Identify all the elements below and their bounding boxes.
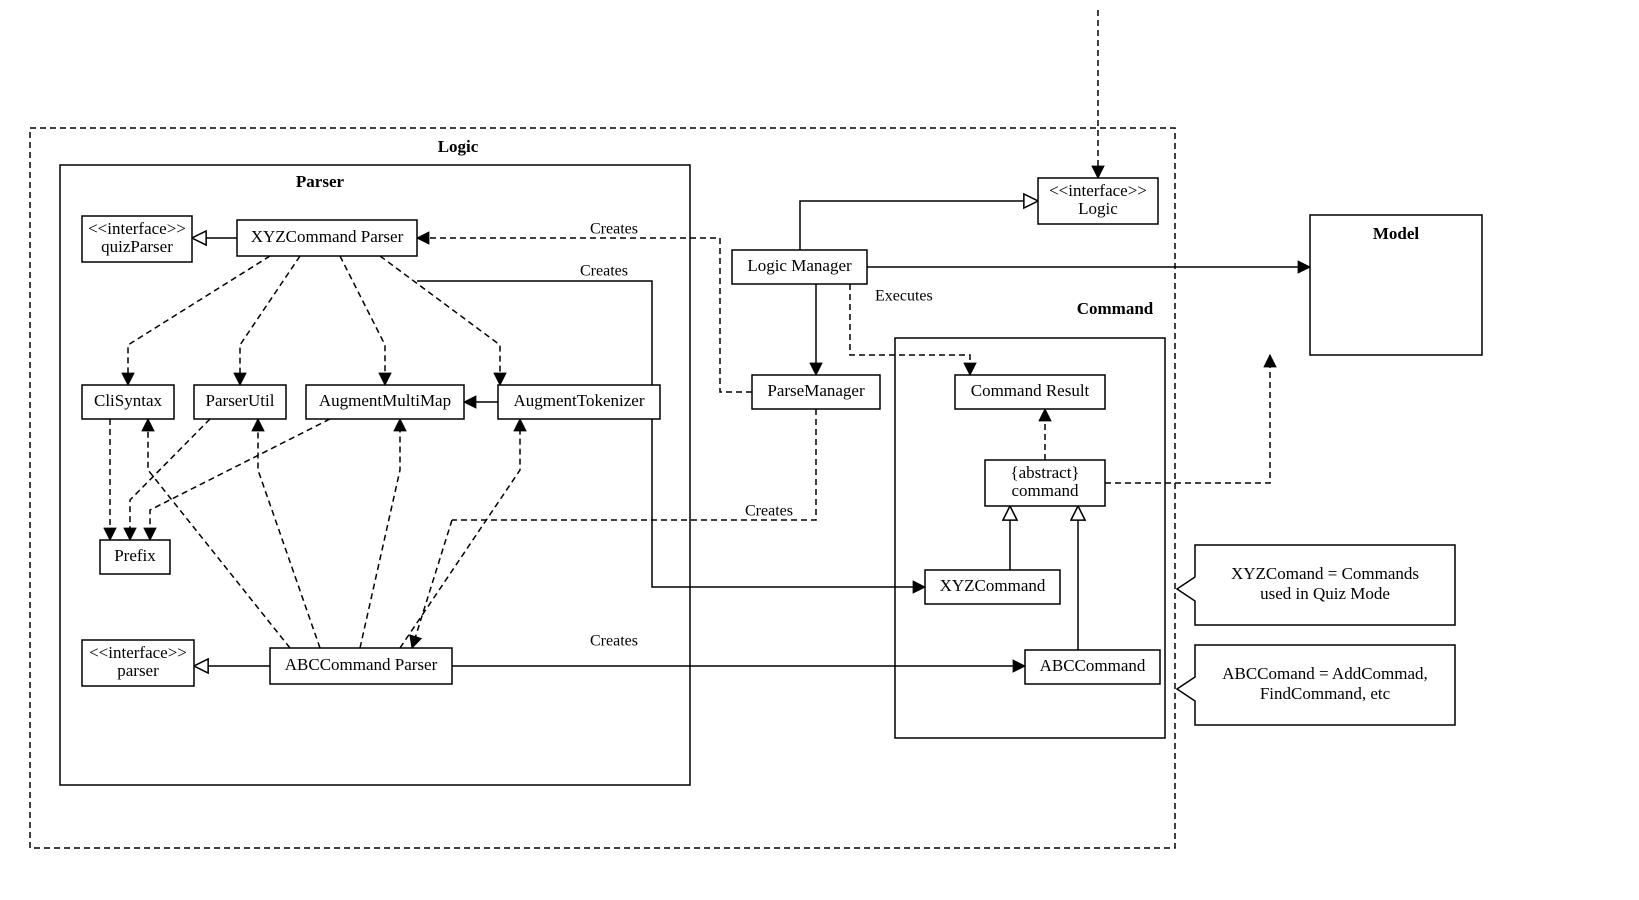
node-label-xyzCommandParser-0: XYZCommand Parser — [251, 227, 404, 246]
node-label-model-0: Model — [1373, 224, 1420, 243]
node-label-parserIface-1: parser — [117, 661, 159, 680]
node-label-abstractCommand-0: {abstract} — [1010, 463, 1079, 482]
node-label-augmentTokenizer-0: AugmentTokenizer — [514, 391, 645, 410]
node-label-logicIface-1: Logic — [1078, 199, 1118, 218]
node-label-commandResult-0: Command Result — [971, 381, 1090, 400]
node-label-logicIface-0: <<interface>> — [1049, 181, 1147, 200]
frame-title-logic: Logic — [438, 137, 479, 156]
note-text-note2-0: ABCComand = AddCommad, — [1222, 664, 1428, 683]
node-label-prefix-0: Prefix — [114, 546, 156, 565]
note-text-note2-1: FindCommand, etc — [1260, 684, 1391, 703]
node-label-parserIface-0: <<interface>> — [89, 643, 187, 662]
frame-title-parser: Parser — [296, 172, 345, 191]
frame-title-command: Command — [1077, 299, 1154, 318]
node-label-quizParser-1: quizParser — [101, 237, 173, 256]
edge-label-e10: Executes — [875, 288, 933, 305]
edge-label-e11: Creates — [590, 221, 638, 238]
node-label-quizParser-0: <<interface>> — [88, 219, 186, 238]
node-label-cliSyntax-0: CliSyntax — [94, 391, 163, 410]
edge-label-e12: Creates — [745, 503, 793, 520]
node-label-parserUtil-0: ParserUtil — [206, 391, 275, 410]
node-label-logicManager-0: Logic Manager — [747, 256, 852, 275]
uml-diagram: LogicParserCommand <<interface>>quizPars… — [0, 0, 1639, 900]
edge-label-e13: Creates — [580, 263, 628, 280]
node-label-abcCommandParser-0: ABCCommand Parser — [285, 655, 438, 674]
edge-label-e14: Creates — [590, 633, 638, 650]
node-label-abstractCommand-1: command — [1011, 481, 1079, 500]
node-label-parseManager-0: ParseManager — [767, 381, 865, 400]
node-label-augmentMultiMap-0: AugmentMultiMap — [319, 391, 451, 410]
edge-e3 — [800, 201, 1038, 250]
node-label-abcCommand-0: ABCCommand — [1040, 656, 1146, 675]
note-text-note1-0: XYZComand = Commands — [1231, 564, 1419, 583]
note-text-note1-1: used in Quiz Mode — [1260, 584, 1390, 603]
node-label-xyzCommand-0: XYZCommand — [940, 576, 1046, 595]
